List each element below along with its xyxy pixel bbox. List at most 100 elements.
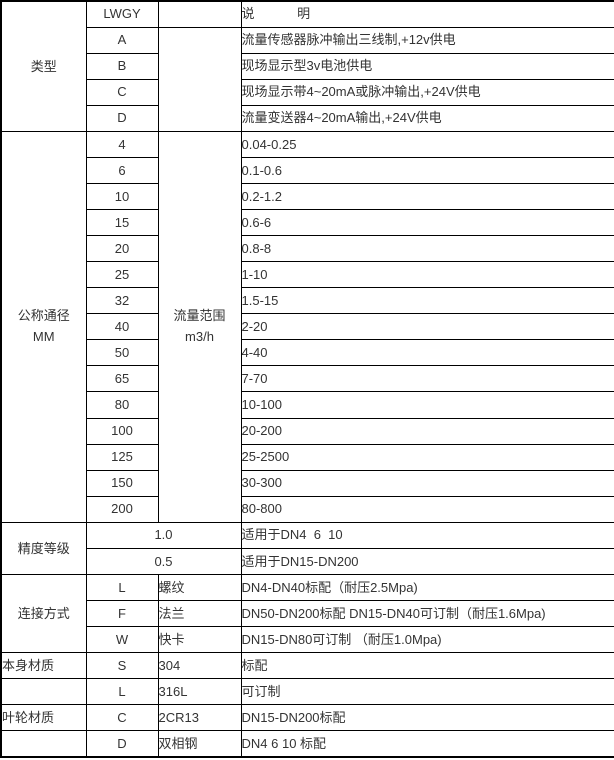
table-row-dn20: 20 0.8-8	[1, 235, 614, 263]
range-cell: 30-300	[240, 469, 614, 497]
table-row-body-material-s: 本身材质 S 304 标配	[0, 652, 614, 680]
connection-name-cell: 快卡	[157, 625, 242, 654]
dn-cell: 100	[85, 417, 159, 445]
type-code-cell: B	[85, 52, 159, 80]
empty-label-cell	[0, 730, 87, 758]
range-cell: 0.6-6	[240, 208, 614, 237]
dn-cell: 4	[85, 130, 159, 158]
dn-cell: 10	[85, 182, 159, 211]
table-row-type-a: A 流量传感器脉冲输出三线制,+12v供电	[1, 26, 614, 132]
table-row-dn200: 200 80-800	[1, 495, 614, 523]
dn-cell: 15	[85, 208, 159, 237]
table-row-dn40: 40 2-20	[1, 313, 614, 341]
type-desc-cell: 流量变送器4~20mA输出,+24V供电	[240, 104, 614, 132]
accuracy-value-cell: 1.0	[85, 521, 242, 549]
dn-cell: 200	[85, 495, 159, 523]
range-cell: 10-100	[240, 391, 614, 419]
range-cell: 1-10	[240, 261, 614, 289]
dn-cell: 32	[85, 287, 159, 315]
material-desc-cell: DN15-DN200标配	[240, 704, 614, 732]
dn-cell: 150	[85, 469, 159, 497]
table-row-dn32: 32 1.5-15	[1, 287, 614, 315]
table-row-dn125: 125 25-2500	[1, 443, 614, 471]
table-row-dn15: 15 0.6-6	[1, 208, 614, 237]
type-desc-cell: 现场显示型3v电池供电	[240, 52, 614, 80]
table-row-body-material-l: L 316L 可订制	[0, 678, 614, 706]
table-row-type-d: D 流量变送器4~20mA输出,+24V供电	[1, 104, 614, 132]
dn-cell: 80	[85, 391, 159, 419]
table-row-connection-f: F 法兰 DN50-DN200标配 DN15-DN40可订制（耐压1.6Mpa)	[1, 599, 614, 628]
table-row-dn100: 100 20-200	[1, 417, 614, 445]
range-cell: 0.1-0.6	[240, 156, 614, 184]
table-row-dn65: 65 7-70	[1, 365, 614, 393]
material-code-cell: C	[85, 704, 159, 732]
table-row-impeller-material-c: 叶轮材质 C 2CR13 DN15-DN200标配	[0, 704, 614, 732]
connection-code-cell: W	[85, 625, 159, 654]
range-cell: 4-40	[240, 339, 614, 367]
material-name-cell: 316L	[157, 678, 242, 706]
type-code-cell: A	[85, 26, 159, 54]
dn-cell: 65	[85, 365, 159, 393]
material-code-cell: S	[85, 652, 159, 680]
table-row-header: 类型 LWGY 说 明	[0, 0, 614, 132]
type-section-label: 类型	[0, 0, 87, 132]
type-desc-cell: 现场显示带4~20mA或脉冲输出,+24V供电	[240, 78, 614, 106]
dn-cell: 25	[85, 261, 159, 289]
flow-range-label-text: 流量范围 m3/h	[173, 307, 226, 344]
material-name-cell: 双相钢	[157, 730, 242, 758]
table-row-dn4: 公称通径 MM 4 流量范围 m3/h 0.04-0.25	[0, 130, 614, 523]
range-cell: 20-200	[240, 417, 614, 445]
type-code-cell: D	[85, 104, 159, 132]
range-cell: 1.5-15	[240, 287, 614, 315]
dn-cell: 125	[85, 443, 159, 471]
connection-desc-cell: DN4-DN40标配（耐压2.5Mpa)	[240, 573, 614, 601]
type-desc-cell: 流量传感器脉冲输出三线制,+12v供电	[240, 26, 614, 54]
header-empty-cell	[157, 0, 242, 28]
body-material-section-label: 本身材质	[0, 652, 87, 680]
range-cell: 0.04-0.25	[240, 130, 614, 158]
model-header-cell: LWGY	[85, 0, 159, 28]
material-code-cell: D	[85, 730, 159, 758]
accuracy-section-label: 精度等级	[0, 521, 87, 575]
table-row-type-c: C 现场显示带4~20mA或脉冲输出,+24V供电	[1, 78, 614, 106]
material-desc-cell: DN4 6 10 标配	[240, 730, 614, 758]
material-desc-cell: 标配	[240, 652, 614, 680]
table-row-dn25: 25 1-10	[1, 261, 614, 289]
range-cell: 0.8-8	[240, 235, 614, 263]
range-cell: 2-20	[240, 313, 614, 341]
dn-cell: 50	[85, 339, 159, 367]
material-code-cell: L	[85, 678, 159, 706]
accuracy-desc-cell: 适用于DN4 6 10	[240, 521, 614, 549]
dn-cell: 20	[85, 235, 159, 263]
table-row-connection-l: 连接方式 L 螺纹 DN4-DN40标配（耐压2.5Mpa)	[0, 573, 614, 654]
connection-section-label: 连接方式	[0, 573, 87, 654]
table-row-accuracy-1: 精度等级 1.0 适用于DN4 6 10	[0, 521, 614, 575]
table-row-dn6: 6 0.1-0.6	[1, 156, 614, 184]
material-name-cell: 304	[157, 652, 242, 680]
empty-label-cell	[0, 678, 87, 706]
range-cell: 80-800	[240, 495, 614, 523]
connection-code-cell: F	[85, 599, 159, 628]
table-row-connection-w: W 快卡 DN15-DN80可订制 （耐压1.0Mpa)	[1, 625, 614, 654]
connection-desc-cell: DN50-DN200标配 DN15-DN40可订制（耐压1.6Mpa)	[240, 599, 614, 628]
range-cell: 7-70	[240, 365, 614, 393]
connection-desc-cell: DN15-DN80可订制 （耐压1.0Mpa)	[240, 625, 614, 654]
table-row-impeller-material-d: D 双相钢 DN4 6 10 标配	[0, 730, 614, 758]
table-row-type-b: B 现场显示型3v电池供电	[1, 52, 614, 80]
dn-cell: 6	[85, 156, 159, 184]
range-cell: 0.2-1.2	[240, 182, 614, 211]
description-header-cell: 说 明	[240, 0, 614, 28]
impeller-material-section-label: 叶轮材质	[0, 704, 87, 732]
material-desc-cell: 可订制	[240, 678, 614, 706]
type-code-cell: C	[85, 78, 159, 106]
diameter-label-text: 公称通径 MM	[17, 307, 70, 344]
table-row-accuracy-2: 0.5 适用于DN15-DN200	[1, 547, 614, 575]
connection-name-cell: 螺纹	[157, 573, 242, 601]
accuracy-value-cell: 0.5	[85, 547, 242, 575]
table-row-dn10: 10 0.2-1.2	[1, 182, 614, 211]
table-row-dn150: 150 30-300	[1, 469, 614, 497]
connection-name-cell: 法兰	[157, 599, 242, 628]
table-row-dn50: 50 4-40	[1, 339, 614, 367]
dn-cell: 40	[85, 313, 159, 341]
